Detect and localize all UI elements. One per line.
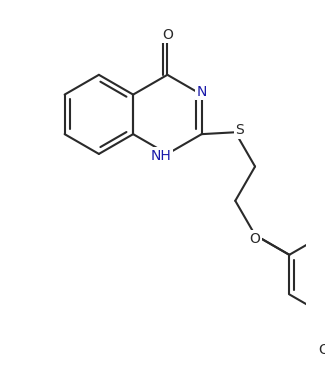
Text: NH: NH — [150, 149, 171, 163]
Text: O: O — [162, 28, 173, 41]
Text: N: N — [197, 85, 207, 99]
Text: O: O — [250, 232, 261, 246]
Text: O: O — [318, 344, 325, 357]
Text: S: S — [236, 123, 244, 137]
